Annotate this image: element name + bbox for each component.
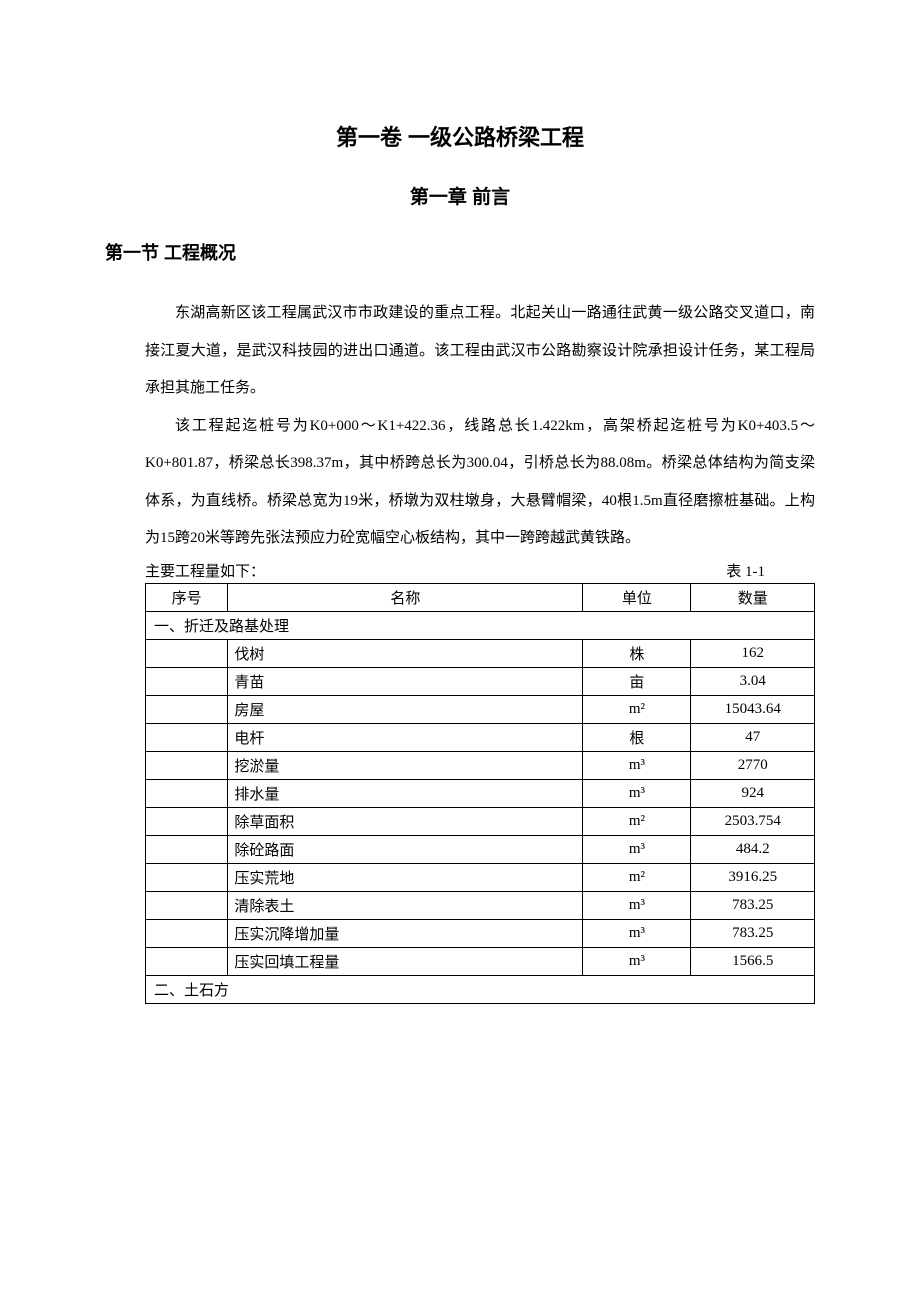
cell-name: 房屋 (228, 695, 583, 723)
cell-unit: 根 (583, 723, 691, 751)
cell-name: 挖淤量 (228, 751, 583, 779)
cell-unit: m³ (583, 947, 691, 975)
cell-qty: 15043.64 (691, 695, 815, 723)
table-row: 除砼路面 m³ 484.2 (146, 835, 815, 863)
cell-unit: m³ (583, 835, 691, 863)
cell-unit: 株 (583, 639, 691, 667)
cell-qty: 1566.5 (691, 947, 815, 975)
cell-seq (146, 919, 228, 947)
cell-unit: m³ (583, 779, 691, 807)
cell-unit: m³ (583, 891, 691, 919)
table-caption-right: 表 1-1 (726, 560, 765, 581)
header-qty: 数量 (691, 583, 815, 611)
table-row: 电杆 根 47 (146, 723, 815, 751)
cell-name: 伐树 (228, 639, 583, 667)
header-unit: 单位 (583, 583, 691, 611)
table-row: 除草面积 m² 2503.754 (146, 807, 815, 835)
table-row: 清除表土 m³ 783.25 (146, 891, 815, 919)
cell-unit: 亩 (583, 667, 691, 695)
cell-seq (146, 751, 228, 779)
cell-name: 清除表土 (228, 891, 583, 919)
cell-qty: 783.25 (691, 891, 815, 919)
cell-qty: 3916.25 (691, 863, 815, 891)
table-row: 挖淤量 m³ 2770 (146, 751, 815, 779)
cell-unit: m³ (583, 751, 691, 779)
cell-qty: 2770 (691, 751, 815, 779)
table-caption-left: 主要工程量如下： (145, 560, 265, 581)
cell-qty: 2503.754 (691, 807, 815, 835)
table-header-row: 序号 名称 单位 数量 (146, 583, 815, 611)
section-2-title: 二、土石方 (146, 975, 815, 1003)
cell-name: 青苗 (228, 667, 583, 695)
section-1-title: 一、折迁及路基处理 (146, 611, 815, 639)
header-seq: 序号 (146, 583, 228, 611)
volume-title: 第一卷 一级公路桥梁工程 (105, 120, 815, 152)
cell-name: 压实沉降增加量 (228, 919, 583, 947)
cell-seq (146, 863, 228, 891)
table-section-1: 一、折迁及路基处理 (146, 611, 815, 639)
header-name: 名称 (228, 583, 583, 611)
section-title: 第一节 工程概况 (105, 239, 815, 265)
cell-name: 排水量 (228, 779, 583, 807)
cell-qty: 162 (691, 639, 815, 667)
table-row: 压实回填工程量 m³ 1566.5 (146, 947, 815, 975)
cell-seq (146, 695, 228, 723)
cell-qty: 484.2 (691, 835, 815, 863)
cell-seq (146, 667, 228, 695)
cell-unit: m² (583, 695, 691, 723)
cell-seq (146, 779, 228, 807)
cell-seq (146, 835, 228, 863)
table-row: 压实荒地 m² 3916.25 (146, 863, 815, 891)
cell-seq (146, 891, 228, 919)
table-row: 伐树 株 162 (146, 639, 815, 667)
quantities-table: 序号 名称 单位 数量 一、折迁及路基处理 伐树 株 162 青苗 亩 3.04… (145, 583, 815, 1004)
chapter-title: 第一章 前言 (105, 182, 815, 209)
cell-qty: 47 (691, 723, 815, 751)
table-row: 排水量 m³ 924 (146, 779, 815, 807)
cell-name: 电杆 (228, 723, 583, 751)
table-row: 青苗 亩 3.04 (146, 667, 815, 695)
paragraph-2: 该工程起迄桩号为K0+000～K1+422.36，线路总长1.422km，高架桥… (145, 408, 815, 558)
cell-unit: m² (583, 863, 691, 891)
cell-unit: m² (583, 807, 691, 835)
cell-name: 压实荒地 (228, 863, 583, 891)
cell-qty: 783.25 (691, 919, 815, 947)
table-row: 压实沉降增加量 m³ 783.25 (146, 919, 815, 947)
cell-name: 压实回填工程量 (228, 947, 583, 975)
cell-seq (146, 723, 228, 751)
cell-qty: 3.04 (691, 667, 815, 695)
cell-seq (146, 639, 228, 667)
table-caption-row: 主要工程量如下： 表 1-1 (145, 560, 815, 581)
cell-name: 除草面积 (228, 807, 583, 835)
cell-name: 除砼路面 (228, 835, 583, 863)
table-row: 房屋 m² 15043.64 (146, 695, 815, 723)
cell-seq (146, 947, 228, 975)
paragraph-1: 东湖高新区该工程属武汉市市政建设的重点工程。北起关山一路通往武黄一级公路交叉道口… (145, 295, 815, 408)
cell-qty: 924 (691, 779, 815, 807)
table-section-2: 二、土石方 (146, 975, 815, 1003)
cell-seq (146, 807, 228, 835)
cell-unit: m³ (583, 919, 691, 947)
